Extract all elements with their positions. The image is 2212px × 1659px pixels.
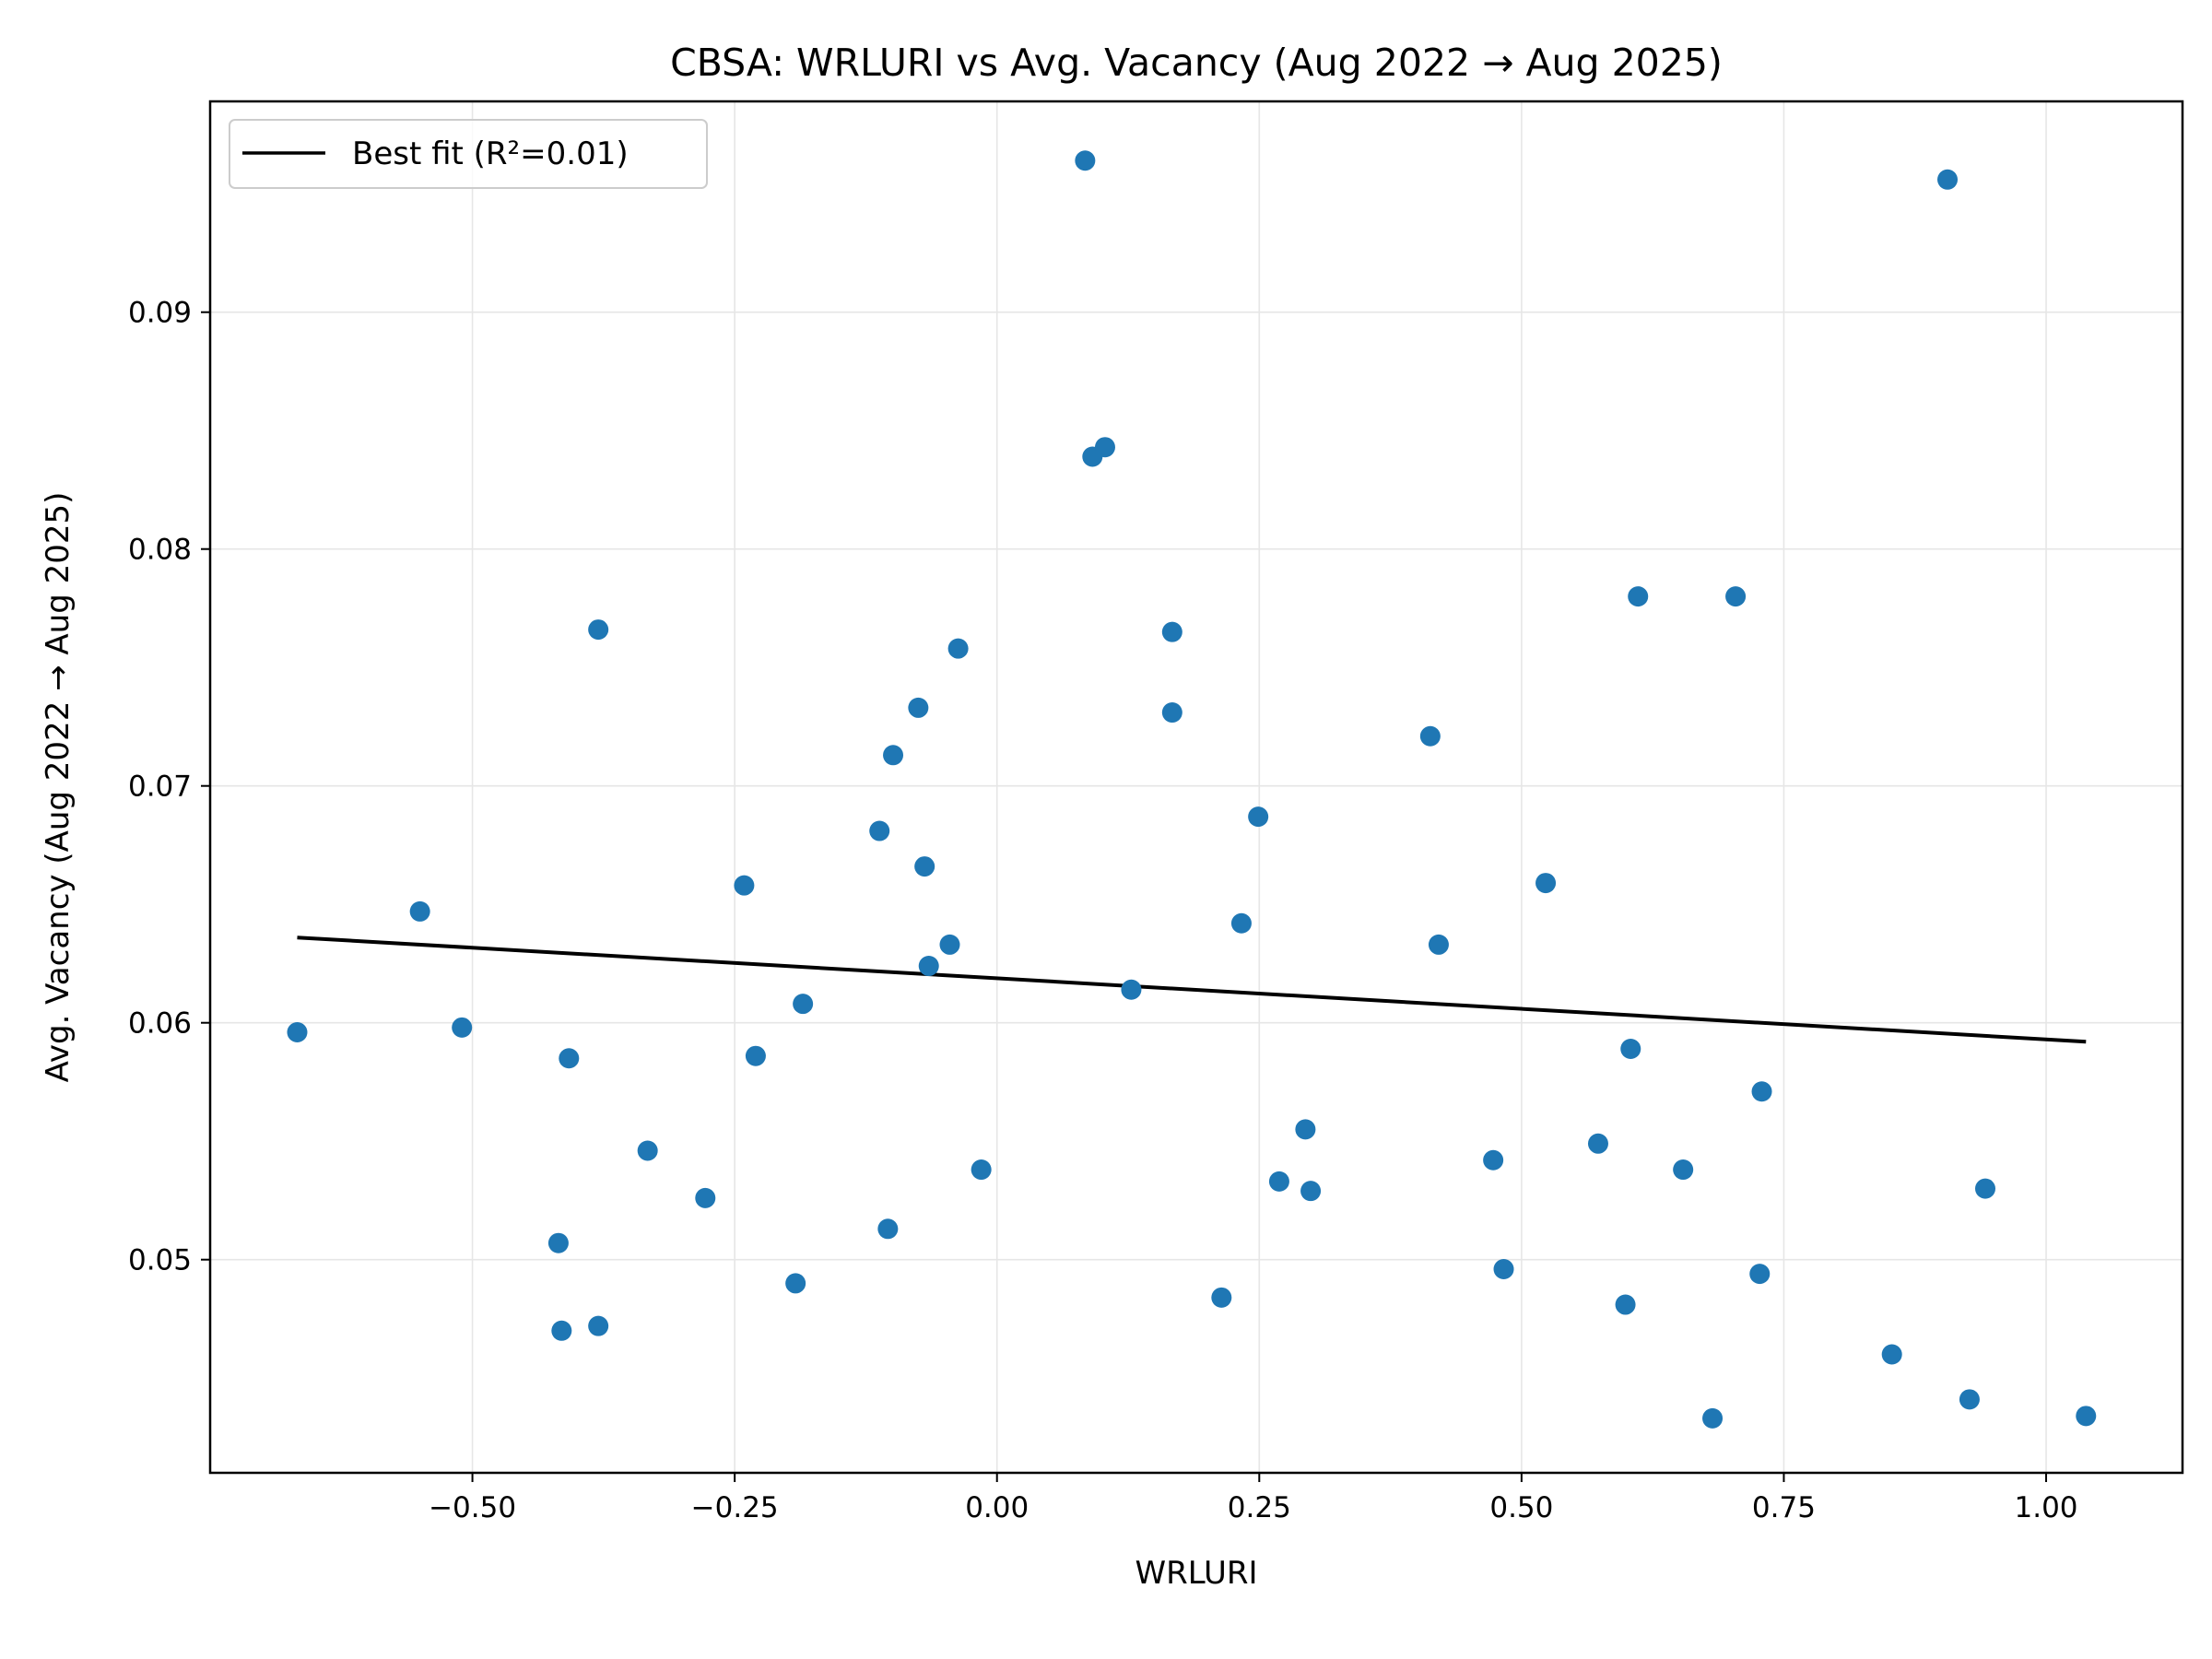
data-point	[877, 1218, 899, 1240]
data-point	[734, 875, 755, 896]
data-point	[1881, 1344, 1902, 1365]
data-point	[588, 1315, 609, 1336]
data-point	[1268, 1171, 1289, 1192]
data-point	[1628, 586, 1649, 607]
data-point	[1230, 912, 1252, 934]
data-point	[547, 1232, 569, 1253]
x-tick-label: 0.00	[965, 1491, 1029, 1524]
plot-frame	[208, 100, 2184, 1475]
data-point	[1587, 1133, 1608, 1154]
data-point	[1428, 934, 1449, 955]
data-point	[1094, 437, 1115, 458]
x-tick-label: 0.50	[1489, 1491, 1553, 1524]
data-point	[1620, 1038, 1641, 1059]
data-point	[745, 1045, 766, 1066]
data-point	[1975, 1178, 1995, 1199]
data-point	[1493, 1258, 1514, 1279]
y-tick-label: 0.07	[128, 771, 192, 804]
data-point	[918, 956, 939, 977]
data-point	[1702, 1407, 1724, 1429]
data-point	[1937, 169, 1959, 190]
y-axis-label: Avg. Vacancy (Aug 2022 → Aug 2025)	[40, 492, 76, 1083]
data-point	[939, 934, 960, 955]
x-tick-label: −0.50	[429, 1491, 516, 1524]
x-tick-label: 0.75	[1752, 1491, 1816, 1524]
data-point	[785, 1273, 806, 1294]
axis-ticks: −0.50 −0.25 0.00 0.25 0.50 0.75 1.00 0.05 0.06 0.…	[128, 297, 2078, 1524]
chart-title: CBSA: WRLURI vs Avg. Vacancy (Aug 2022 →…	[670, 41, 1723, 85]
data-point	[559, 1048, 580, 1069]
data-point	[869, 820, 890, 841]
data-point	[452, 1017, 473, 1038]
data-point	[1749, 1264, 1771, 1285]
legend-box	[229, 119, 708, 189]
data-point	[588, 619, 609, 641]
data-point	[1725, 586, 1747, 607]
data-point	[1535, 873, 1557, 894]
data-point	[409, 900, 430, 922]
data-points	[287, 150, 2097, 1429]
y-tick-label: 0.08	[128, 534, 192, 567]
y-tick-label: 0.06	[128, 1007, 192, 1041]
data-point	[914, 856, 935, 877]
fit-line-layer	[297, 935, 2087, 1044]
data-point	[1248, 806, 1269, 828]
x-tick-label: 0.25	[1228, 1491, 1291, 1524]
data-point	[695, 1187, 716, 1208]
data-point	[2076, 1406, 2097, 1427]
data-point	[1959, 1389, 1980, 1410]
data-point	[883, 745, 904, 766]
y-tick-label: 0.05	[128, 1244, 192, 1277]
x-tick-label: −0.25	[691, 1491, 779, 1524]
data-point	[908, 697, 929, 718]
data-point	[971, 1159, 992, 1181]
best-fit-line	[297, 935, 2087, 1044]
data-point	[1751, 1081, 1772, 1102]
data-point	[551, 1320, 572, 1341]
data-point	[947, 638, 969, 659]
data-point	[1300, 1181, 1322, 1202]
data-point	[287, 1021, 308, 1042]
x-tick-label: 1.00	[2015, 1491, 2078, 1524]
data-point	[1673, 1159, 1694, 1181]
data-point	[1419, 725, 1441, 747]
data-point	[1295, 1119, 1316, 1140]
data-point	[1615, 1294, 1636, 1315]
data-point	[1483, 1149, 1504, 1171]
data-point	[1161, 702, 1182, 724]
data-point	[793, 994, 814, 1015]
legend-label: Best fit (R²=0.01)	[352, 135, 629, 172]
data-point	[1161, 621, 1182, 642]
data-point	[1211, 1287, 1232, 1308]
data-point	[637, 1140, 658, 1161]
y-tick-label: 0.09	[128, 297, 192, 330]
x-axis-label: WRLURI	[1135, 1555, 1257, 1592]
data-point	[1075, 150, 1096, 171]
grid-lines	[210, 101, 2183, 1473]
data-point	[1121, 979, 1142, 1000]
legend: Best fit (R²=0.01)	[229, 119, 708, 189]
